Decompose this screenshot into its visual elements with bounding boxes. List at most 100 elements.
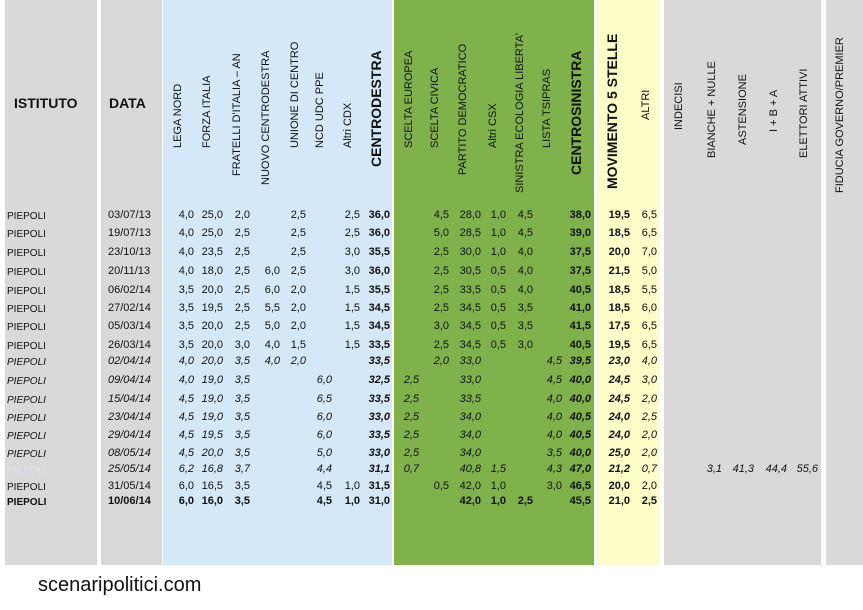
cell-value: 39,5 bbox=[569, 355, 591, 367]
cell-value: 4,0 bbox=[178, 355, 194, 367]
header-data: DATA bbox=[109, 95, 146, 111]
cell-istituto: PIEPOLI bbox=[7, 449, 46, 460]
cell-value: 1,5 bbox=[344, 302, 360, 314]
band-centrosinistra bbox=[394, 0, 594, 565]
cell-value: 2,0 bbox=[290, 302, 306, 314]
cell-value: 6,0 bbox=[264, 284, 280, 296]
cell-value: 20,0 bbox=[608, 480, 630, 492]
cell-value: 5,0 bbox=[433, 227, 449, 239]
cell-value: 20,0 bbox=[201, 339, 223, 351]
cell-value: 6,0 bbox=[316, 429, 332, 441]
cell-value: 3,0 bbox=[344, 246, 360, 258]
cell-value: 33,5 bbox=[368, 355, 390, 367]
cell-value: 2,0 bbox=[290, 284, 306, 296]
cell-data: 23/10/13 bbox=[108, 246, 151, 258]
cell-value: 2,5 bbox=[344, 227, 360, 239]
cell-value: 0,5 bbox=[490, 265, 506, 277]
cell-value: 2,5 bbox=[433, 302, 449, 314]
cell-istituto: PIEPOLI bbox=[7, 304, 46, 315]
cell-value: 19,5 bbox=[201, 429, 223, 441]
cell-value: 18,0 bbox=[201, 265, 223, 277]
cell-value: 33,0 bbox=[459, 355, 481, 367]
cell-value: 2,5 bbox=[517, 495, 533, 507]
header-ibpa: I + B + A bbox=[768, 89, 780, 132]
cell-value: 55,6 bbox=[796, 463, 818, 475]
cell-value: 5,5 bbox=[641, 284, 657, 296]
cell-value: 45,5 bbox=[569, 495, 591, 507]
cell-value: 36,0 bbox=[368, 209, 390, 221]
cell-value: 38,0 bbox=[569, 209, 591, 221]
header-elettori-attivi: ELETTORI ATTIVI bbox=[798, 68, 810, 158]
cell-value: 19,0 bbox=[201, 411, 223, 423]
cell-value: 2,5 bbox=[234, 227, 250, 239]
cell-value: 16,5 bbox=[201, 480, 223, 492]
cell-value: 28,0 bbox=[459, 209, 481, 221]
cell-value: 40,8 bbox=[459, 463, 481, 475]
cell-data: 05/03/14 bbox=[108, 320, 151, 332]
cell-value: 33,5 bbox=[368, 393, 390, 405]
cell-istituto: PIEPOLI bbox=[7, 357, 46, 368]
cell-value: 2,5 bbox=[433, 284, 449, 296]
cell-value: 19,0 bbox=[201, 374, 223, 386]
cell-value: 2,5 bbox=[403, 411, 419, 423]
cell-value: 4,0 bbox=[178, 227, 194, 239]
cell-value: 0,7 bbox=[641, 463, 657, 475]
cell-value: 5,0 bbox=[316, 447, 332, 459]
cell-value: 18,5 bbox=[608, 302, 630, 314]
cell-value: 40,5 bbox=[569, 339, 591, 351]
cell-value: 2,0 bbox=[641, 429, 657, 441]
header-pd: PARTITO DEMOCRATICO bbox=[457, 43, 469, 175]
cell-value: 2,0 bbox=[433, 355, 449, 367]
cell-istituto: PIEPOLI bbox=[7, 395, 46, 406]
cell-value: 4,0 bbox=[178, 209, 194, 221]
cell-value: 33,5 bbox=[459, 393, 481, 405]
cell-value: 4,4 bbox=[316, 463, 332, 475]
cell-value: 41,3 bbox=[732, 463, 754, 475]
cell-value: 3,5 bbox=[234, 447, 250, 459]
cell-value: 1,5 bbox=[344, 339, 360, 351]
cell-value: 3,5 bbox=[234, 355, 250, 367]
cell-value: 40,0 bbox=[569, 447, 591, 459]
cell-value: 3,5 bbox=[178, 284, 194, 296]
cell-value: 0,5 bbox=[490, 320, 506, 332]
cell-value: 5,0 bbox=[641, 265, 657, 277]
cell-istituto: PIEPOLI bbox=[7, 211, 46, 222]
cell-value: 6,5 bbox=[641, 209, 657, 221]
cell-value: 6,5 bbox=[641, 320, 657, 332]
header-tsipras: LISTA TSIPRAS bbox=[541, 68, 553, 148]
cell-istituto: PIEPOLI bbox=[7, 431, 46, 442]
cell-value: 2,5 bbox=[234, 246, 250, 258]
cell-istituto: PIEPOLI bbox=[7, 322, 46, 333]
cell-value: 2,5 bbox=[641, 495, 657, 507]
cell-data: 15/04/14 bbox=[108, 393, 151, 405]
cell-value: 1,0 bbox=[490, 246, 506, 258]
cell-data: 25/05/14 bbox=[108, 463, 151, 475]
cell-value: 20,0 bbox=[201, 284, 223, 296]
cell-value: 3,0 bbox=[433, 320, 449, 332]
cell-data: 27/02/14 bbox=[108, 302, 151, 314]
header-m5s: MOVIMENTO 5 STELLE bbox=[604, 33, 620, 189]
cell-value: 2,5 bbox=[234, 265, 250, 277]
cell-value: 2,0 bbox=[641, 480, 657, 492]
cell-value: 3,5 bbox=[234, 495, 250, 507]
cell-data: 20/11/13 bbox=[108, 265, 151, 277]
header-udc: UNIONE DI CENTRO bbox=[289, 41, 301, 148]
cell-value: 32,5 bbox=[368, 374, 390, 386]
cell-value: 6,2 bbox=[178, 463, 194, 475]
cell-value: 16,0 bbox=[201, 495, 223, 507]
cell-value: 2,5 bbox=[290, 246, 306, 258]
cell-value: 4,0 bbox=[517, 246, 533, 258]
cell-value: 20,0 bbox=[201, 447, 223, 459]
cell-value: 4,0 bbox=[546, 429, 562, 441]
cell-value: 2,5 bbox=[433, 265, 449, 277]
cell-value: 33,0 bbox=[368, 411, 390, 423]
cell-value: 4,5 bbox=[517, 209, 533, 221]
cell-data: 03/07/13 bbox=[108, 209, 151, 221]
cell-value: 4,5 bbox=[178, 393, 194, 405]
cell-value: 1,0 bbox=[490, 227, 506, 239]
cell-value: 34,5 bbox=[368, 302, 390, 314]
cell-value: 1,0 bbox=[490, 209, 506, 221]
cell-value: 46,5 bbox=[569, 480, 591, 492]
cell-value: 2,5 bbox=[403, 374, 419, 386]
cell-value: 19,5 bbox=[201, 302, 223, 314]
